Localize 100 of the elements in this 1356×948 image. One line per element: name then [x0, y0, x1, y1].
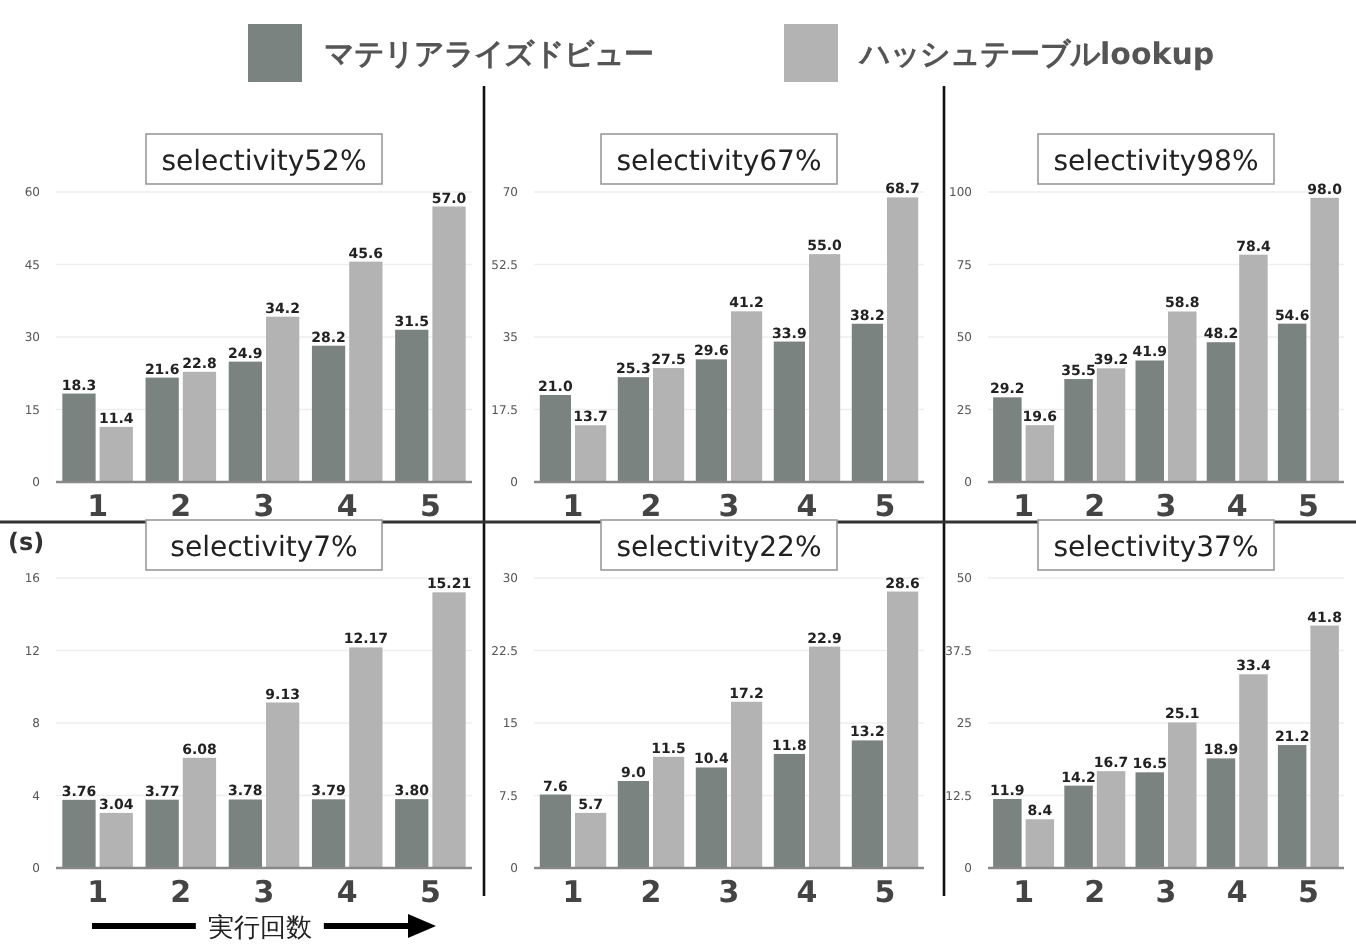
bar	[993, 798, 1022, 868]
bar	[1064, 785, 1093, 868]
x-tick-label: 3	[253, 488, 275, 524]
x-tick-label: 4	[1226, 874, 1248, 910]
x-tick-label: 3	[253, 874, 275, 910]
bar	[311, 345, 346, 482]
chart-title: selectivity37%	[1053, 532, 1259, 564]
x-tick-label: 3	[718, 488, 740, 524]
bar	[539, 794, 571, 868]
bar	[1277, 323, 1307, 482]
bar	[349, 647, 383, 868]
bar	[731, 311, 763, 482]
x-tick-label: 2	[1084, 488, 1106, 524]
bar	[887, 591, 919, 868]
legend-label: ハッシュテーブルlookup	[858, 36, 1215, 72]
bar	[539, 395, 571, 482]
bar	[993, 397, 1022, 482]
chart-title: selectivity52%	[161, 146, 367, 178]
x-tick-label: 5	[1297, 488, 1319, 524]
x-tick-label: 4	[336, 874, 358, 910]
bar	[617, 781, 649, 868]
bar	[1096, 771, 1126, 868]
bar	[432, 592, 466, 868]
bar	[311, 799, 346, 868]
bar	[1277, 745, 1307, 868]
bar	[809, 646, 841, 868]
x-tick-label: 1	[562, 488, 584, 524]
chart-title: selectivity67%	[616, 146, 822, 178]
x-tick-label: 5	[419, 874, 441, 910]
bar	[575, 812, 607, 868]
bar	[1239, 674, 1268, 868]
bar	[1168, 722, 1197, 868]
bar	[228, 799, 262, 868]
bar	[653, 756, 685, 868]
x-tick-label: 2	[170, 488, 192, 524]
x-tick-label: 4	[336, 488, 358, 524]
bar	[1064, 379, 1093, 482]
x-tick-label: 4	[796, 874, 818, 910]
bar	[145, 799, 179, 868]
bar	[1206, 758, 1236, 868]
bar	[575, 425, 607, 482]
bar	[887, 197, 919, 482]
bar	[653, 368, 685, 482]
bar	[1239, 254, 1268, 482]
y-axis-title: (s)	[8, 528, 45, 556]
bar	[266, 316, 300, 482]
chart-title: selectivity22%	[616, 532, 822, 564]
x-axis-title: 実行回数	[207, 912, 312, 944]
bar	[1096, 368, 1126, 482]
x-tick-label: 2	[640, 488, 662, 524]
x-tick-label: 3	[1155, 488, 1177, 524]
bar	[1310, 625, 1339, 868]
bar	[145, 377, 179, 482]
bar	[773, 753, 805, 868]
x-tick-label: 5	[874, 488, 896, 524]
bar	[1135, 772, 1164, 868]
chart-title: selectivity7%	[170, 532, 358, 564]
bar	[349, 261, 383, 482]
bar	[1025, 425, 1055, 482]
bar	[809, 254, 841, 482]
bar	[182, 757, 217, 868]
x-tick-label: 5	[874, 874, 896, 910]
bar	[1025, 819, 1055, 868]
bar	[695, 359, 727, 482]
x-tick-label: 3	[718, 874, 740, 910]
bar	[62, 799, 96, 868]
bar	[851, 323, 883, 482]
x-tick-label: 1	[1013, 488, 1035, 524]
x-tick-label: 1	[562, 874, 584, 910]
bar	[851, 740, 883, 868]
legend-label: マテリアライズドビュー	[324, 36, 654, 72]
bar	[731, 701, 763, 868]
bar	[432, 206, 466, 482]
x-tick-label: 4	[1226, 488, 1248, 524]
bar	[99, 426, 133, 482]
bar	[395, 799, 429, 868]
bar	[1168, 311, 1197, 482]
x-tick-label: 1	[87, 874, 109, 910]
x-tick-label: 2	[1084, 874, 1106, 910]
bar	[773, 341, 805, 482]
bar	[1206, 342, 1236, 482]
bar	[266, 702, 300, 868]
bar	[695, 767, 727, 868]
bar	[99, 812, 133, 868]
x-tick-label: 1	[1013, 874, 1035, 910]
x-tick-label: 2	[170, 874, 192, 910]
x-tick-label: 3	[1155, 874, 1177, 910]
bar	[617, 377, 649, 482]
bar	[182, 371, 217, 482]
bar	[62, 393, 96, 482]
x-tick-label: 5	[1297, 874, 1319, 910]
bar	[228, 361, 262, 482]
bar	[1310, 197, 1339, 482]
x-tick-label: 1	[87, 488, 109, 524]
bar	[395, 329, 429, 482]
x-tick-label: 4	[796, 488, 818, 524]
x-tick-label: 2	[640, 874, 662, 910]
bar	[1135, 360, 1164, 482]
x-tick-label: 5	[419, 488, 441, 524]
chart-title: selectivity98%	[1053, 146, 1259, 178]
